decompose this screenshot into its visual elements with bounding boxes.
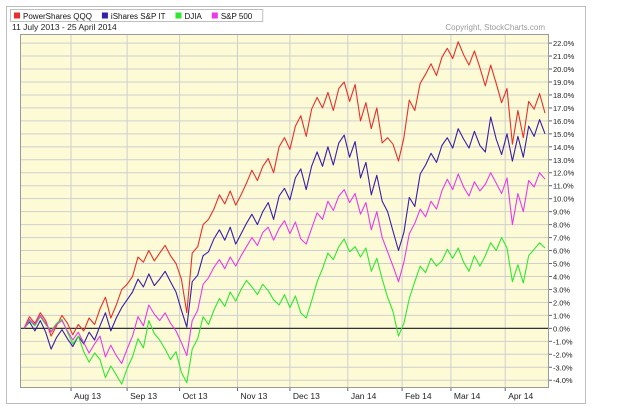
date-range-label: 11 July 2013 - 25 April 2014 xyxy=(12,22,117,32)
x-tick-label: Feb 14 xyxy=(405,391,432,401)
series-line-0 xyxy=(23,41,546,337)
legend-label: DJIA xyxy=(184,12,202,21)
y-tick-label: -1.0% xyxy=(553,337,573,346)
legend-swatch xyxy=(175,12,182,19)
y-tick-label: 10.0% xyxy=(553,195,575,204)
legend-label: PowerShares QQQ xyxy=(23,12,92,21)
y-tick-label: 4.0% xyxy=(553,272,570,281)
series-line-3 xyxy=(23,172,546,364)
series-line-2 xyxy=(23,237,546,385)
y-tick-label: 12.0% xyxy=(553,169,575,178)
y-tick-label: -2.0% xyxy=(553,350,573,359)
legend-label: S&P 500 xyxy=(221,12,253,21)
copyright-label: Copyright, StockCharts.com xyxy=(445,23,545,32)
x-tick-label: Nov 13 xyxy=(240,391,267,401)
y-tick-label: 2.0% xyxy=(553,298,570,307)
series-lines xyxy=(23,41,546,385)
x-tick-label: Apr 14 xyxy=(508,391,533,401)
y-tick-label: 11.0% xyxy=(553,182,574,191)
y-tick-label: 0.0% xyxy=(553,324,570,333)
y-tick-label: 21.0% xyxy=(553,52,575,61)
x-tick-label: Aug 13 xyxy=(74,391,101,401)
x-tick-label: Dec 13 xyxy=(293,391,320,401)
legend: PowerShares QQQ iShares S&P IT DJIA S&P 500 xyxy=(10,9,264,22)
y-tick-label: 15.0% xyxy=(553,130,575,139)
legend-swatch xyxy=(14,12,20,19)
y-tick-label: 18.0% xyxy=(553,91,575,100)
y-tick-label: 16.0% xyxy=(553,117,575,126)
y-tick-label: 14.0% xyxy=(553,143,575,152)
plot-border xyxy=(20,34,549,388)
series-line-1 xyxy=(23,116,546,350)
y-tick-label: 22.0% xyxy=(553,39,575,48)
legend-swatch xyxy=(211,12,218,19)
y-tick-label: 1.0% xyxy=(553,311,570,320)
y-tick-label: 9.0% xyxy=(553,208,570,217)
y-tick-label: 7.0% xyxy=(553,234,570,243)
y-tick-label: 20.0% xyxy=(553,65,575,74)
y-tick-label: 5.0% xyxy=(553,260,570,269)
y-tick-label: 17.0% xyxy=(553,104,575,113)
x-tick-label: Oct 13 xyxy=(183,391,208,401)
x-axis: Aug 13 Sep 13 Oct 13 Nov 13 Dec 13 Jan 14 Feb … xyxy=(70,388,534,401)
x-tick-label: Sep 13 xyxy=(130,391,157,401)
y-tick-label: 13.0% xyxy=(553,156,575,165)
legend-label: iShares S&P IT xyxy=(111,12,166,21)
y-tick-label: 6.0% xyxy=(553,247,570,256)
legend-box xyxy=(10,9,264,22)
grid xyxy=(20,42,549,381)
y-axis: 22.0% 21.0% 20.0% 19.0% 18.0% 17.0% 16.0% 15.0%… xyxy=(549,39,575,385)
y-tick-label: -3.0% xyxy=(553,363,573,372)
y-tick-label: -4.0% xyxy=(553,376,573,385)
plot-area xyxy=(20,34,549,388)
legend-swatch xyxy=(101,12,108,19)
x-tick-label: Mar 14 xyxy=(454,391,481,401)
y-tick-label: 19.0% xyxy=(553,78,575,87)
y-tick-label: 3.0% xyxy=(553,285,570,294)
x-tick-label: Jan 14 xyxy=(351,391,377,401)
y-tick-label: 8.0% xyxy=(553,221,570,230)
